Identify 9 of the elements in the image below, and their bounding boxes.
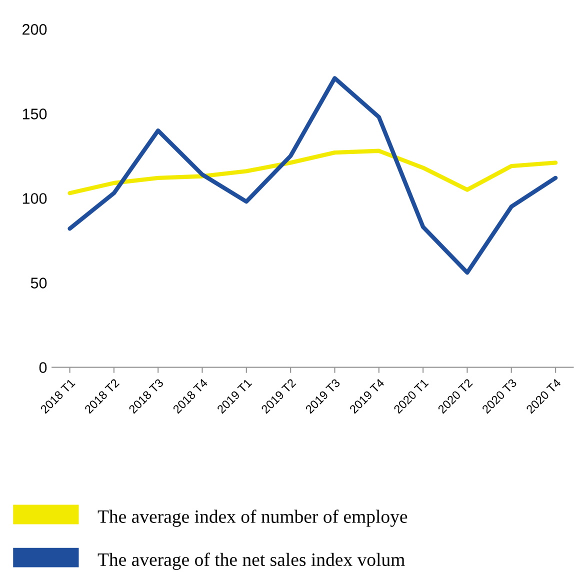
- legend-label: The average of the net sales index volum: [98, 552, 405, 570]
- line-series: [68, 148, 558, 196]
- y-tick-label: 100: [22, 193, 47, 204]
- y-tick-label: 200: [22, 24, 47, 35]
- y-tick-label: 0: [39, 362, 47, 373]
- y-tick-label: 150: [22, 108, 47, 120]
- y-tick-label: 50: [30, 278, 47, 288]
- line-series: [68, 76, 558, 275]
- legend-label: The average index of number of employe: [98, 510, 408, 527]
